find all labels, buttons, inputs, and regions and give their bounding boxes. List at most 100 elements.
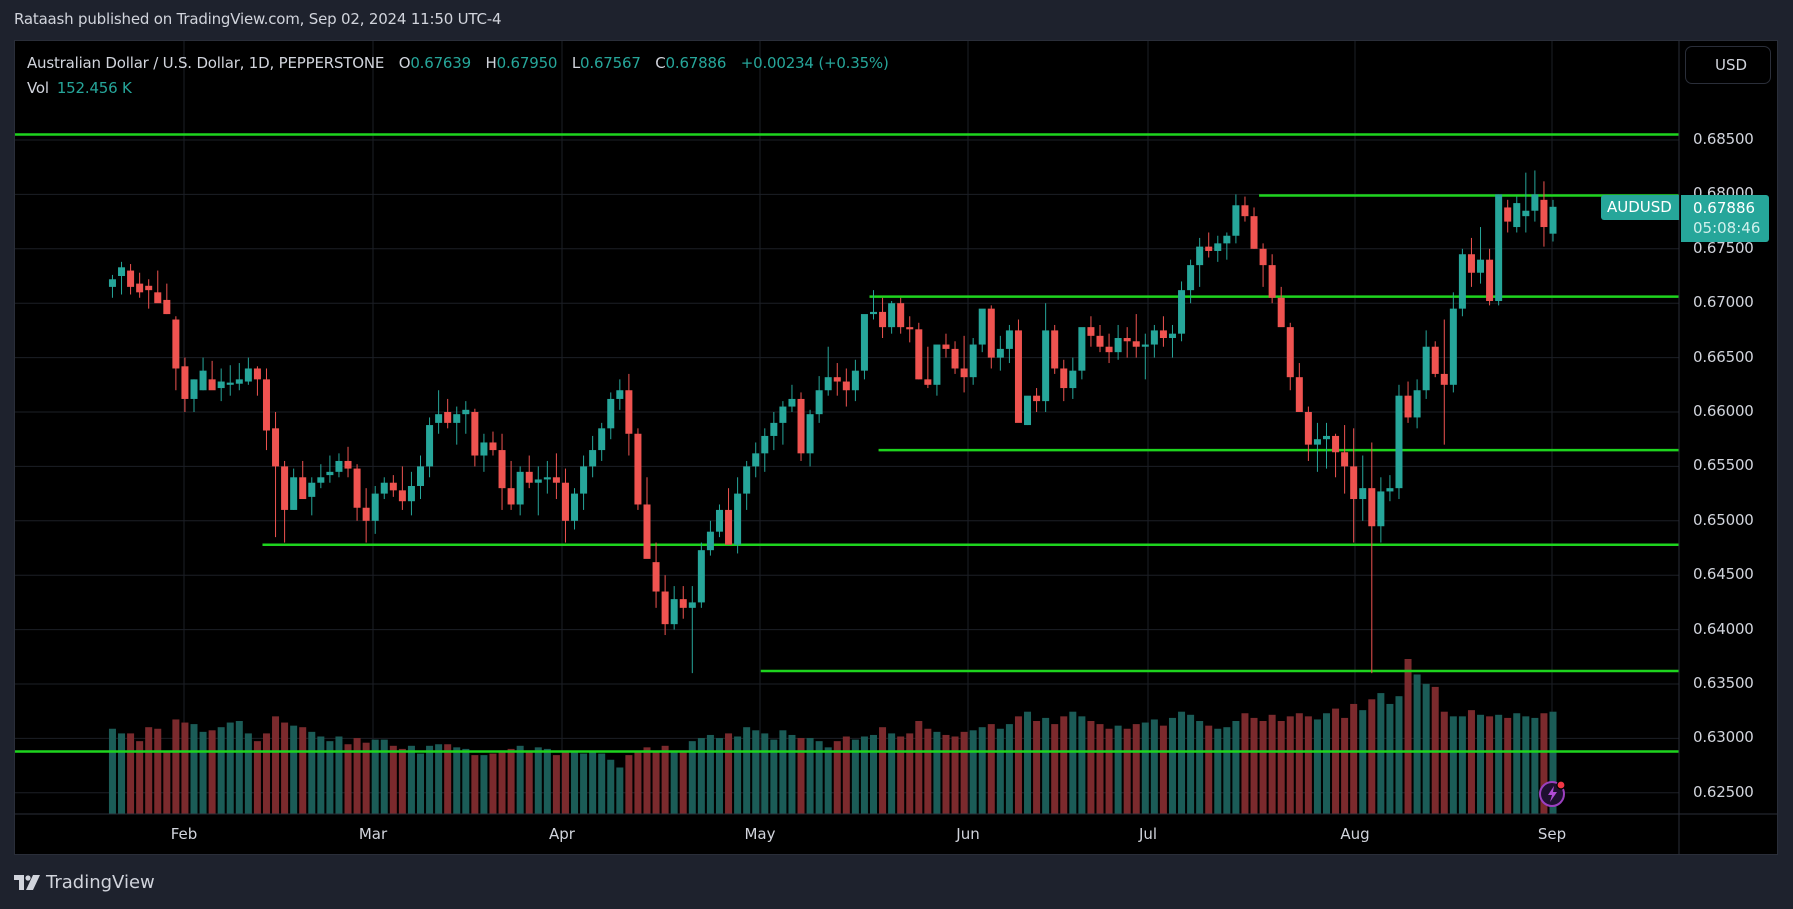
candle-body[interactable] [1196,246,1204,266]
candle-body[interactable] [580,466,588,494]
candle-body[interactable] [253,368,261,380]
candle-body[interactable] [697,550,705,603]
candle-body[interactable] [670,599,678,625]
candle-body[interactable] [571,493,579,521]
candle-body[interactable] [453,414,461,423]
candle-body[interactable] [426,425,434,467]
candle-body[interactable] [344,460,352,469]
candle-body[interactable] [879,311,887,328]
candle-body[interactable] [906,327,914,330]
candle-body[interactable] [136,283,144,293]
candle-body[interactable] [1359,488,1367,500]
candle-body[interactable] [190,379,198,399]
candle-body[interactable] [960,368,968,378]
candle-body[interactable] [1033,395,1041,402]
candle-body[interactable] [281,466,289,510]
candle-body[interactable] [163,299,171,315]
candle-body[interactable] [1332,435,1340,453]
candle-body[interactable] [1024,395,1032,426]
candle-body[interactable] [1042,330,1050,402]
candle-body[interactable] [1187,265,1195,291]
candle-body[interactable] [797,398,805,454]
candle-body[interactable] [199,370,207,391]
candle-body[interactable] [969,344,977,378]
candle-body[interactable] [978,308,986,345]
candle-body[interactable] [734,493,742,545]
candle-body[interactable] [888,303,896,328]
candle-body[interactable] [1069,370,1077,389]
candle-body[interactable] [589,450,597,467]
candle-body[interactable] [1060,368,1068,389]
candle-body[interactable] [842,381,850,391]
candle-body[interactable] [1132,341,1140,347]
candle-body[interactable] [833,377,841,382]
candle-body[interactable] [272,428,280,467]
candle-body[interactable] [770,422,778,436]
candle-body[interactable] [1404,395,1412,418]
candle-body[interactable] [915,329,923,380]
volume-label[interactable]: Vol [27,79,49,97]
candle-body[interactable] [1350,466,1358,500]
candle-body[interactable] [317,477,325,483]
candle-body[interactable] [235,379,243,384]
candle-body[interactable] [607,398,615,429]
candle-body[interactable] [1540,199,1548,228]
candle-body[interactable] [1368,488,1376,527]
candle-body[interactable] [1223,235,1231,244]
candle-body[interactable] [417,466,424,486]
candle-body[interactable] [851,370,859,391]
candle-body[interactable] [870,311,877,315]
candle-body[interactable] [1114,338,1122,353]
candle-body[interactable] [1549,206,1557,234]
candle-body[interactable] [1150,330,1158,345]
candle-body[interactable] [299,477,307,500]
candle-body[interactable] [1123,338,1131,342]
candle-body[interactable] [1286,327,1294,378]
candle-body[interactable] [181,366,189,399]
candle-body[interactable] [127,270,135,287]
candle-body[interactable] [498,450,506,489]
currency-button[interactable]: USD [1685,46,1771,84]
candle-body[interactable] [1377,491,1385,527]
candle-body[interactable] [1486,259,1494,302]
candle-body[interactable] [743,466,751,494]
candle-body[interactable] [371,493,379,521]
candle-body[interactable] [1214,243,1222,251]
candle-body[interactable] [688,602,696,608]
candle-body[interactable] [661,591,669,625]
candle-body[interactable] [897,303,905,328]
candle-body[interactable] [824,377,832,391]
lightning-alert-icon[interactable] [1538,778,1568,808]
candle-body[interactable] [145,285,153,291]
candle-body[interactable] [725,509,733,545]
candle-body[interactable] [1431,346,1439,374]
candle-body[interactable] [598,428,606,451]
candle-body[interactable] [1259,248,1267,266]
candle-body[interactable] [1141,344,1149,347]
candle-body[interactable] [516,471,524,505]
candle-body[interactable] [1413,390,1421,418]
candle-body[interactable] [1449,308,1457,385]
candle-body[interactable] [244,368,252,382]
candle-body[interactable] [1513,203,1521,228]
candle-body[interactable] [924,379,932,385]
candle-body[interactable] [951,348,959,369]
candle-body[interactable] [1323,435,1330,440]
candle-body[interactable] [290,477,298,510]
candle-body[interactable] [1504,207,1512,222]
candle-body[interactable] [389,482,397,491]
candle-body[interactable] [779,406,787,423]
candle-body[interactable] [1477,259,1485,273]
candle-body[interactable] [1531,194,1539,211]
candle-body[interactable] [1096,335,1104,347]
candle-body[interactable] [752,453,760,467]
candle-body[interactable] [1250,216,1258,249]
candle-body[interactable] [942,344,950,349]
candle-body[interactable] [525,471,533,483]
candle-body[interactable] [1078,327,1086,371]
candle-body[interactable] [1467,254,1475,273]
candle-body[interactable] [226,382,234,385]
candle-body[interactable] [1295,377,1303,412]
candle-body[interactable] [435,414,443,423]
